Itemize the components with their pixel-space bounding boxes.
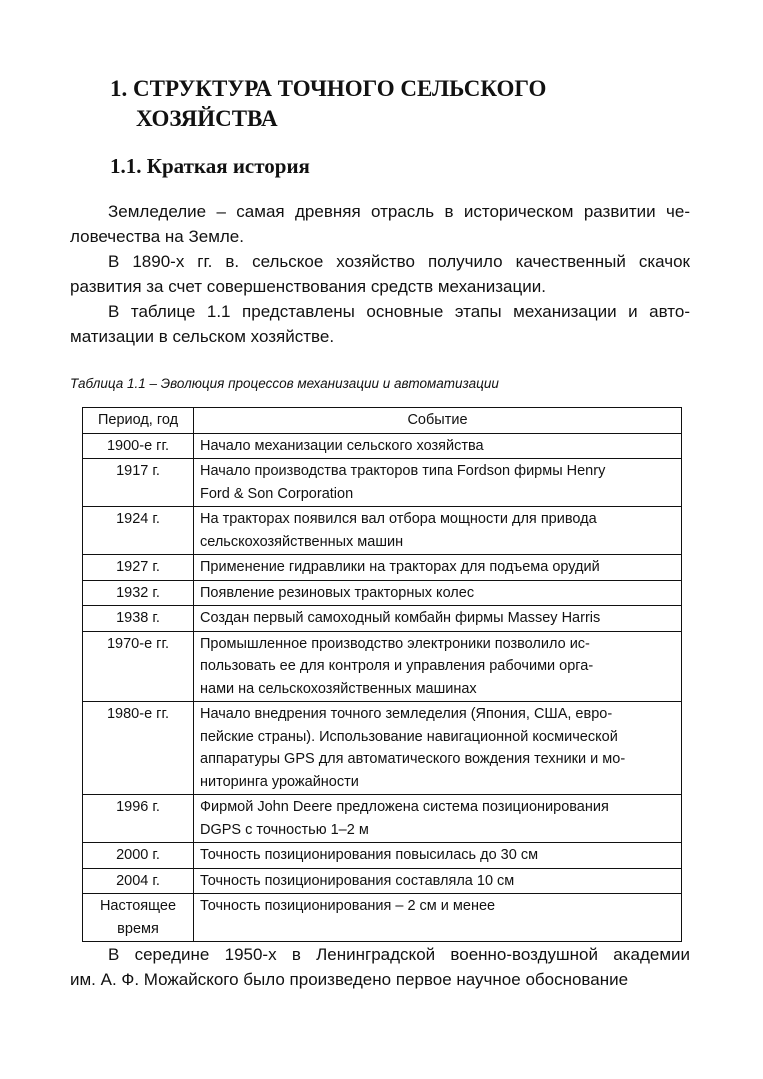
period-cell: Настоящее время bbox=[82, 893, 194, 942]
event-cell: Фирмой John Deere предложена система поз… bbox=[193, 794, 682, 843]
period-cell: 1917 г. bbox=[82, 458, 194, 507]
table-row: 2000 г. Точность позиционирования повысил… bbox=[82, 842, 682, 869]
closing-paragraph-line: В середине 1950-х в Ленинградской военно… bbox=[108, 945, 690, 964]
table-row: 1917 г. Начало производства тракторов тип… bbox=[82, 458, 682, 507]
period-cell: 1970-е гг. bbox=[82, 630, 194, 702]
chapter-heading-line2: ХОЗЯЙСТВА bbox=[136, 106, 278, 131]
period-cell: 2000 г. bbox=[82, 842, 194, 869]
period-cell: 1924 г. bbox=[82, 506, 194, 555]
table-row: 1996 г. Фирмой John Deere предложена сист… bbox=[82, 794, 682, 843]
event-cell: Появление резиновых тракторных колес bbox=[193, 579, 682, 606]
period-cell: 2004 г. bbox=[82, 867, 194, 894]
event-cell: Точность позиционирования – 2 см и менее bbox=[193, 893, 682, 942]
paragraph: Земледелие – самая древняя отрасль в ист… bbox=[70, 200, 690, 250]
table-caption: Таблица 1.1 – Эволюция процессов механиз… bbox=[70, 376, 499, 391]
event-cell: Точность позиционирования повысилась до … bbox=[193, 842, 682, 869]
table-row: 1970-е гг. Промышленное производство элек… bbox=[82, 630, 682, 702]
paragraph-line: ловечества на Земле. bbox=[70, 226, 244, 246]
event-cell: Начало внедрения точного земледелия (Япо… bbox=[193, 701, 682, 795]
closing-paragraph: В середине 1950-х в Ленинградской военно… bbox=[70, 943, 690, 993]
event-cell: Точность позиционирования составляла 10 … bbox=[193, 867, 682, 894]
table-row: 1927 г. Применение гидравлики на трактора… bbox=[82, 554, 682, 581]
period-cell: 1980-е гг. bbox=[82, 701, 194, 795]
period-cell: 1932 г. bbox=[82, 579, 194, 606]
evolution-table: Период, год Событие 1900-е гг. Начало мех… bbox=[82, 407, 682, 942]
event-cell: На тракторах появился вал отбора мощност… bbox=[193, 506, 682, 555]
table-row: 1924 г. На тракторах появился вал отбора … bbox=[82, 506, 682, 555]
table-row: 1938 г. Создан первый самоходный комбайн … bbox=[82, 605, 682, 632]
event-cell: Создан первый самоходный комбайн фирмы M… bbox=[193, 605, 682, 632]
paragraph-line: В таблице 1.1 представлены основные этап… bbox=[108, 302, 690, 321]
event-cell: Начало механизации сельского хозяйства bbox=[193, 432, 682, 459]
chapter-heading-line1: 1. СТРУКТУРА ТОЧНОГО СЕЛЬСКОГО bbox=[110, 76, 547, 101]
table-row: Настоящее время Точность позиционирования … bbox=[82, 893, 682, 942]
chapter-heading: 1. СТРУКТУРА ТОЧНОГО СЕЛЬСКОГО ХОЗЯЙСТВА bbox=[110, 74, 546, 134]
paragraph-line: Земледелие – самая древняя отрасль в ист… bbox=[108, 202, 690, 221]
paragraph: В 1890-х гг. в. сельское хозяйство получ… bbox=[70, 250, 690, 300]
table-row: 1900-е гг. Начало механизации сельского х… bbox=[82, 432, 682, 459]
header-period: Период, год bbox=[82, 407, 194, 434]
event-cell: Промышленное производство электроники по… bbox=[193, 630, 682, 702]
period-cell: 1900-е гг. bbox=[82, 432, 194, 459]
period-cell: 1938 г. bbox=[82, 605, 194, 632]
paragraph-line: В 1890-х гг. в. сельское хозяйство получ… bbox=[108, 252, 690, 271]
header-event: Событие bbox=[193, 407, 682, 434]
table-row: 1980-е гг. Начало внедрения точного земле… bbox=[82, 701, 682, 795]
paragraph: В таблице 1.1 представлены основные этап… bbox=[70, 300, 690, 350]
table-row: 2004 г. Точность позиционирования составл… bbox=[82, 867, 682, 894]
period-cell: 1927 г. bbox=[82, 554, 194, 581]
paragraph-line: развития за счет совершенствования средс… bbox=[70, 276, 546, 296]
table-header-row: Период, год Событие bbox=[82, 407, 682, 434]
table-row: 1932 г. Появление резиновых тракторных ко… bbox=[82, 579, 682, 606]
paragraph-line: матизации в сельском хозяйстве. bbox=[70, 326, 335, 346]
period-cell: 1996 г. bbox=[82, 794, 194, 843]
closing-paragraph-line: им. А. Ф. Можайского было произведено пе… bbox=[70, 969, 629, 989]
event-cell: Начало производства тракторов типа Fords… bbox=[193, 458, 682, 507]
event-cell: Применение гидравлики на тракторах для п… bbox=[193, 554, 682, 581]
section-heading: 1.1. Краткая история bbox=[110, 154, 310, 178]
